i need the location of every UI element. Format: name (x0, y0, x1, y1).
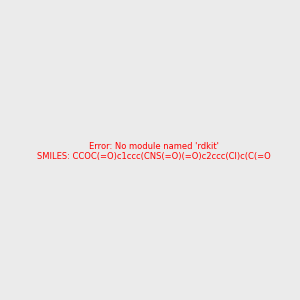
Text: Error: No module named 'rdkit'
SMILES: CCOC(=O)c1ccc(CNS(=O)(=O)c2ccc(Cl)c(C(=O: Error: No module named 'rdkit' SMILES: C… (37, 142, 271, 161)
